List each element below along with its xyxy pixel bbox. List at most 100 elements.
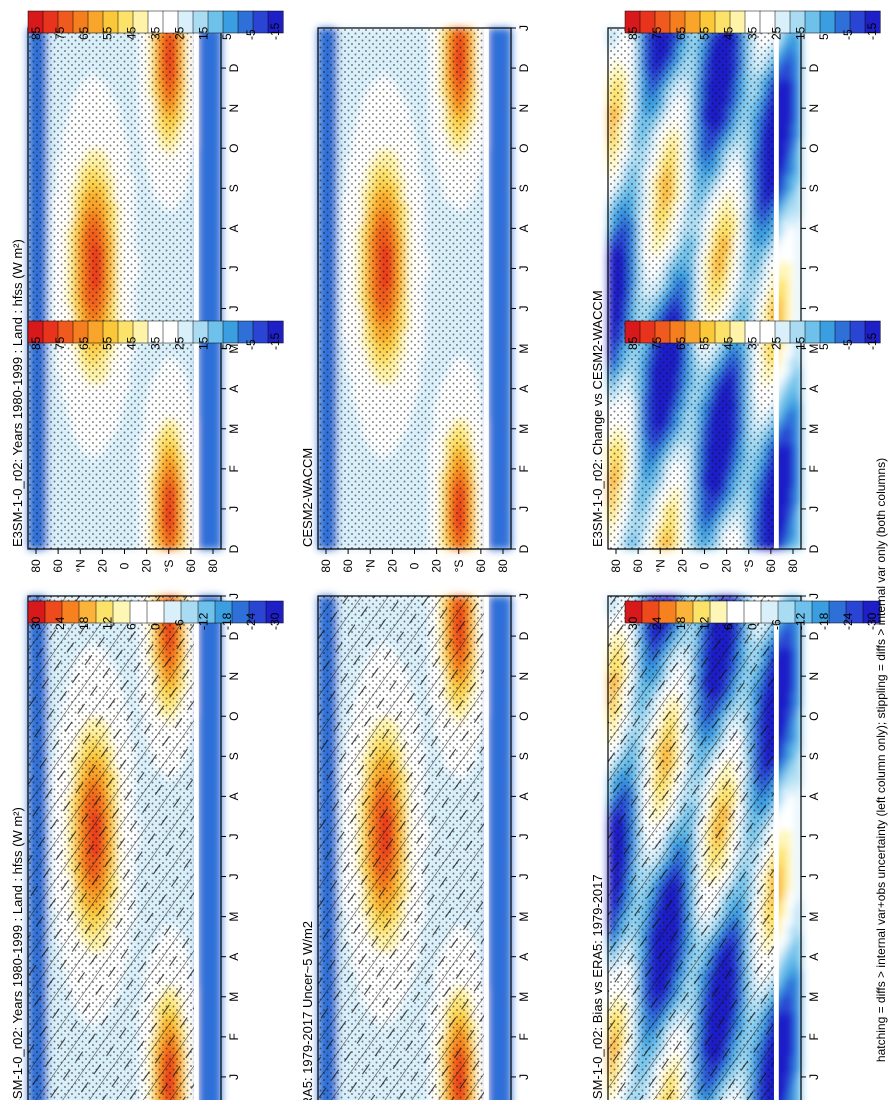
colorbar-abs: 85 75 65 55 45 35 25 15 5 -5 -15 xyxy=(624,320,881,350)
lat-tick-label: 60 xyxy=(474,559,488,573)
colorbar-label: 45 xyxy=(722,26,736,40)
panel-title: E3SM-1-0_r02: Change vs CESM2-WACCM xyxy=(590,290,605,547)
colorbar-label: 5 xyxy=(220,33,234,40)
colorbar-label: 5 xyxy=(817,343,831,350)
colorbar-label: -6 xyxy=(769,619,783,630)
panel-bottom-left: E3SM-1-0_r02: Bias vs ERA5: 1979-2017 D J F… xyxy=(590,593,821,1100)
month-tick-label: S xyxy=(807,184,821,192)
month-tick-label: J xyxy=(517,874,531,880)
lat-tick-label: 60 xyxy=(631,559,645,573)
month-tick-label: M xyxy=(807,992,821,1002)
month-tick-label: S xyxy=(227,752,241,760)
colorbar-label: -6 xyxy=(172,619,186,630)
month-tick-label: J xyxy=(227,833,241,839)
lat-tick-label: 0 xyxy=(118,562,132,569)
month-tick-label: N xyxy=(227,672,241,681)
colorbar-label: 0 xyxy=(746,623,760,630)
colorbar-label: 6 xyxy=(722,623,736,630)
colorbar-label: 45 xyxy=(722,336,736,350)
colorbar-swatch xyxy=(222,320,239,344)
month-tick-label: F xyxy=(227,1033,241,1040)
month-tick-label: A xyxy=(517,224,531,232)
month-tick-label: J xyxy=(227,593,241,599)
month-tick-label: A xyxy=(517,385,531,393)
colorbar-label: 15 xyxy=(793,26,807,40)
colorbar-label: 24 xyxy=(650,616,664,630)
month-tick-label: M xyxy=(227,424,241,434)
colorbar-label: 35 xyxy=(149,26,163,40)
lat-tick-label: 60 xyxy=(51,559,65,573)
lat-tick-label: 80 xyxy=(496,559,510,573)
colorbar-label: 12 xyxy=(698,616,712,630)
month-tick-label: J xyxy=(807,265,821,271)
colorbar-label: -30 xyxy=(268,612,282,630)
lat-tick-label: 0 xyxy=(408,562,422,569)
panel-bottom-right: E3SM-1-0_r02: Change vs CESM2-WACCM D J F M A… xyxy=(590,25,821,573)
colorbar-label: 15 xyxy=(793,336,807,350)
panel-title: E3SM-1-0_r02: Years 1980-1999 : Land : h… xyxy=(10,239,25,547)
month-tick-label: A xyxy=(517,792,531,800)
lat-axis: 80 60 °N 20 0 20 °S 60 80 xyxy=(319,549,510,573)
colorbar-label: 35 xyxy=(746,336,760,350)
colorbar-swatch xyxy=(864,320,881,344)
month-tick-label: J xyxy=(517,593,531,599)
colorbar-abs: 85 75 65 55 45 35 25 15 5 -5 -15 xyxy=(27,320,284,350)
colorbar-swatch xyxy=(862,600,881,624)
month-tick-label: M xyxy=(517,344,531,354)
month-tick-label: M xyxy=(227,344,241,354)
lat-tick-label: 60 xyxy=(764,559,778,573)
month-tick-label: J xyxy=(807,593,821,599)
colorbar-abs: 85 75 65 55 45 35 25 15 5 -5 -15 xyxy=(27,10,284,40)
colorbar-swatch xyxy=(265,600,284,624)
month-tick-label: N xyxy=(227,104,241,113)
colorbar-label: 15 xyxy=(196,26,210,40)
month-tick-label: J xyxy=(807,874,821,880)
lat-tick-label: °S xyxy=(452,560,466,573)
lat-axis: 80 60 °N 20 0 20 °S 60 80 xyxy=(609,549,800,573)
month-tick-label: J xyxy=(227,874,241,880)
month-tick-label: M xyxy=(227,912,241,922)
colorbar-label: 12 xyxy=(101,616,115,630)
lat-tick-label: 80 xyxy=(206,559,220,573)
month-tick-label: D xyxy=(807,544,821,553)
figure-footnote: hatching = diffs > internal var+obs unce… xyxy=(874,458,888,1062)
month-tick-label: F xyxy=(517,465,531,472)
colorbar-swatch xyxy=(146,600,165,624)
colorbar-swatch xyxy=(726,600,745,624)
lat-tick-label: 20 xyxy=(95,559,109,573)
month-tick-label: J xyxy=(517,306,531,312)
colorbar-label: 18 xyxy=(77,616,91,630)
colorbar-label: 0 xyxy=(149,623,163,630)
month-tick-label: J xyxy=(807,1074,821,1080)
lat-tick-label: °S xyxy=(742,560,756,573)
month-tick-label: A xyxy=(227,792,241,800)
colorbar-diff: 30 24 18 12 6 0 -6 -12 -18 -24 -30 xyxy=(27,600,284,630)
month-tick-label: J xyxy=(517,1074,531,1080)
month-tick-label: M xyxy=(807,344,821,354)
colorbar-swatch xyxy=(819,320,836,344)
lat-tick-label: 20 xyxy=(675,559,689,573)
month-tick-label: F xyxy=(227,465,241,472)
month-tick-label: N xyxy=(517,672,531,681)
month-tick-label: J xyxy=(807,833,821,839)
lat-tick-label: 60 xyxy=(341,559,355,573)
panel-top-right: E3SM-1-0_r02: Years 1980-1999 : Land : h… xyxy=(10,25,241,573)
lat-tick-label: °S xyxy=(162,560,176,573)
panel-title: CESM2-WACCM xyxy=(300,448,315,547)
month-tick-label: O xyxy=(227,712,241,721)
colorbar-label: 25 xyxy=(172,336,186,350)
month-tick-label: S xyxy=(517,752,531,760)
colorbar-label: -5 xyxy=(841,339,855,350)
colorbar-label: 75 xyxy=(53,26,67,40)
month-tick-label: O xyxy=(807,712,821,721)
colorbar-label: -12 xyxy=(793,612,807,630)
colorbar-label: 55 xyxy=(101,336,115,350)
lat-tick-label: °N xyxy=(653,559,667,572)
month-tick-label: F xyxy=(807,1033,821,1040)
month-tick-label: D xyxy=(517,63,531,72)
lat-tick-label: °N xyxy=(73,559,87,572)
